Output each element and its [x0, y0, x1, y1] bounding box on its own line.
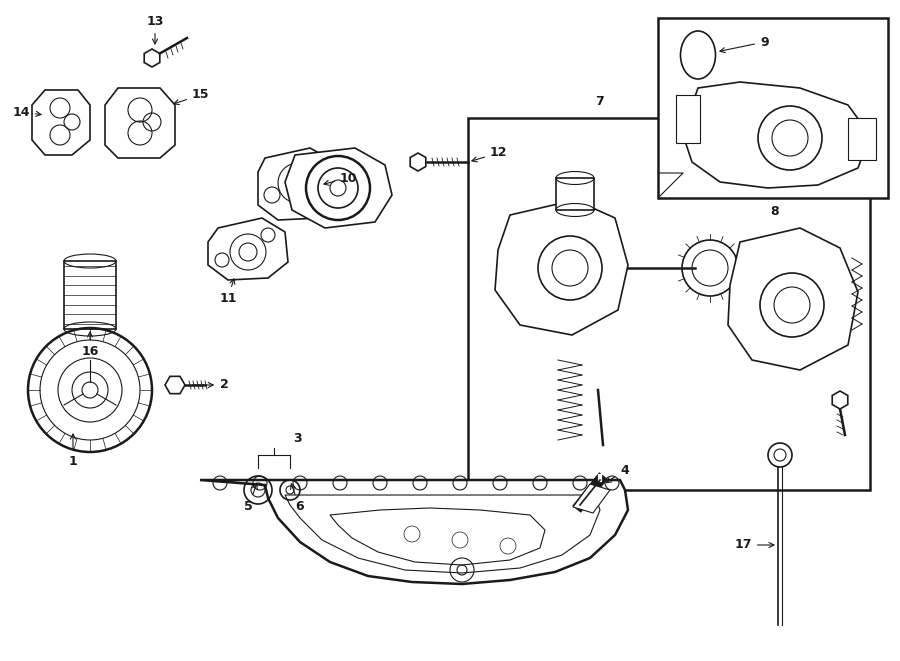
Bar [848, 118, 876, 160]
Text: 2: 2 [193, 379, 229, 391]
Polygon shape [728, 228, 858, 370]
Polygon shape [410, 153, 426, 171]
Polygon shape [285, 148, 392, 228]
Text: 3: 3 [293, 432, 302, 445]
Text: 5: 5 [244, 484, 257, 513]
Text: 11: 11 [220, 279, 237, 305]
Polygon shape [105, 88, 175, 158]
Text: 10: 10 [324, 171, 357, 185]
Bar [64, 261, 116, 329]
Text: 13: 13 [147, 15, 164, 44]
Polygon shape [144, 49, 160, 67]
Bar [468, 118, 870, 490]
Polygon shape [258, 148, 338, 220]
Text: 12: 12 [472, 147, 508, 162]
Text: 16: 16 [81, 332, 99, 358]
Text: 9: 9 [720, 36, 769, 53]
Text: 6: 6 [291, 484, 303, 513]
Polygon shape [832, 391, 848, 409]
Text: 4: 4 [607, 463, 629, 483]
Polygon shape [573, 484, 610, 513]
Text: 8: 8 [770, 205, 779, 218]
Text: 1: 1 [68, 434, 77, 468]
Bar [658, 18, 888, 198]
Polygon shape [165, 376, 185, 394]
Text: 17: 17 [734, 539, 774, 551]
Bar [556, 178, 594, 210]
Polygon shape [200, 480, 628, 584]
Polygon shape [32, 90, 90, 155]
Text: 14: 14 [13, 106, 41, 118]
Polygon shape [682, 82, 870, 188]
Text: 15: 15 [174, 89, 210, 104]
Polygon shape [495, 200, 628, 335]
Bar [676, 95, 700, 143]
Text: 7: 7 [596, 95, 605, 108]
Polygon shape [208, 218, 288, 280]
